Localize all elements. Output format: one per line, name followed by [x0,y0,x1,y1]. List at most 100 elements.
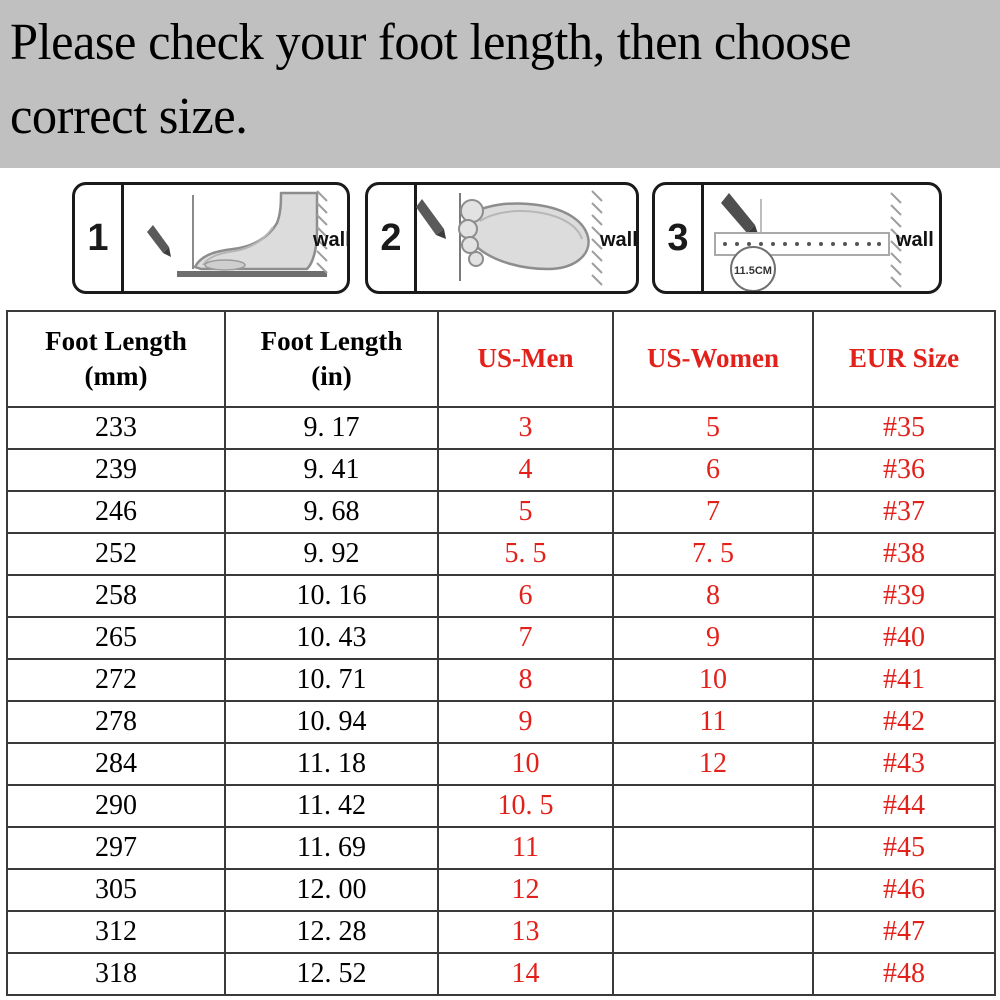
table-cell-us_women: 11 [612,700,814,744]
table-cell-us_women [612,868,814,912]
column-header-foot-length-in: Foot Length (in) [224,310,439,408]
table-cell-eur: #35 [812,406,996,450]
table-cell-eur: #37 [812,490,996,534]
column-header-line1: Foot Length [45,325,187,356]
table-cell-us_men: 6 [437,574,614,618]
table-cell-in: 9. 68 [224,490,439,534]
table-cell-eur: #41 [812,658,996,702]
svg-text:11.5CM: 11.5CM [734,265,772,277]
table-cell-us_men: 10 [437,742,614,786]
table-cell-in: 10. 43 [224,616,439,660]
column-header-foot-length-mm: Foot Length (mm) [6,310,226,408]
table-row: 252 9. 92 5. 5 7. 5 #38 [6,532,996,576]
panel-3-number-cell: 3 [655,185,704,291]
table-row: 305 12. 00 12 #46 [6,868,996,912]
table-cell-mm: 265 [6,616,226,660]
table-cell-us_women: 8 [612,574,814,618]
table-cell-in: 9. 41 [224,448,439,492]
size-chart-table: Foot Length (mm) Foot Length (in) US-Men… [6,310,996,996]
table-row: 265 10. 43 7 9 #40 [6,616,996,660]
table-cell-eur: #45 [812,826,996,870]
table-cell-in: 11. 42 [224,784,439,828]
table-row: 318 12. 52 14 #48 [6,952,996,996]
panel-1-number-cell: 1 [75,185,124,291]
table-header-row: Foot Length (mm) Foot Length (in) US-Men… [6,310,996,408]
panel-3-wall-label: wall [896,229,934,251]
table-cell-in: 11. 69 [224,826,439,870]
table-cell-in: 12. 28 [224,910,439,954]
table-cell-us_men: 3 [437,406,614,450]
instruction-panel-2: 2 [365,182,639,294]
foot-side-view-icon [121,185,347,291]
table-cell-us_men: 11 [437,826,614,870]
instruction-panel-3: 3 [652,182,942,294]
table-row: 272 10. 71 8 10 #41 [6,658,996,702]
instruction-panel-1: 1 [72,182,350,294]
table-row: 258 10. 16 6 8 #39 [6,574,996,618]
table-row: 312 12. 28 13 #47 [6,910,996,954]
table-cell-mm: 312 [6,910,226,954]
table-cell-us_women [612,952,814,996]
table-cell-mm: 252 [6,532,226,576]
table-cell-mm: 290 [6,784,226,828]
table-cell-us_men: 5 [437,490,614,534]
table-cell-us_men: 4 [437,448,614,492]
table-cell-us_women: 10 [612,658,814,702]
panel-1-wall-label: wall [313,229,350,251]
table-row: 297 11. 69 11 #45 [6,826,996,870]
table-cell-mm: 284 [6,742,226,786]
table-cell-eur: #39 [812,574,996,618]
ruler-icon: 11.5CM [701,185,939,291]
table-cell-eur: #47 [812,910,996,954]
table-cell-us_women [612,784,814,828]
panel-1-number: 1 [87,217,109,259]
table-cell-eur: #42 [812,700,996,744]
table-cell-us_men: 9 [437,700,614,744]
column-header-line2: (mm) [84,361,148,391]
table-cell-us_men: 10. 5 [437,784,614,828]
table-cell-in: 11. 18 [224,742,439,786]
table-cell-mm: 305 [6,868,226,912]
table-cell-in: 10. 71 [224,658,439,702]
size-chart-table-body: 233 9. 17 3 5 #35 239 9. 41 4 6 #36 246 9. 68 5 7 #37 2… [6,406,996,996]
panel-2-wall-label: wall [600,229,638,251]
table-cell-us_women: 9 [612,616,814,660]
table-cell-mm: 272 [6,658,226,702]
table-cell-mm: 239 [6,448,226,492]
table-cell-eur: #36 [812,448,996,492]
column-header-eur-size: EUR Size [812,310,996,408]
table-cell-us_women: 5 [612,406,814,450]
table-cell-us_men: 12 [437,868,614,912]
table-row: 278 10. 94 9 11 #42 [6,700,996,744]
table-cell-in: 10. 16 [224,574,439,618]
size-chart-table-wrapper: Foot Length (mm) Foot Length (in) US-Men… [6,310,996,996]
table-cell-in: 9. 92 [224,532,439,576]
table-cell-mm: 318 [6,952,226,996]
table-row: 233 9. 17 3 5 #35 [6,406,996,450]
table-cell-in: 12. 52 [224,952,439,996]
table-cell-us_women: 7. 5 [612,532,814,576]
column-header-us-women: US-Women [612,310,814,408]
table-cell-mm: 297 [6,826,226,870]
header-banner: Please check your foot length, then choo… [0,0,1000,168]
table-cell-us_men: 5. 5 [437,532,614,576]
table-row: 239 9. 41 4 6 #36 [6,448,996,492]
table-cell-mm: 258 [6,574,226,618]
table-cell-eur: #48 [812,952,996,996]
table-row: 290 11. 42 10. 5 #44 [6,784,996,828]
table-cell-eur: #44 [812,784,996,828]
instruction-panels: 1 [0,182,1000,300]
table-cell-us_women: 12 [612,742,814,786]
table-row: 246 9. 68 5 7 #37 [6,490,996,534]
panel-3-number: 3 [667,217,689,259]
foot-sole-top-view-icon [414,185,636,291]
table-cell-us_men: 13 [437,910,614,954]
table-cell-in: 12. 00 [224,868,439,912]
column-header-us-men: US-Men [437,310,614,408]
table-cell-us_women [612,910,814,954]
table-cell-eur: #46 [812,868,996,912]
table-cell-mm: 246 [6,490,226,534]
table-cell-us_men: 14 [437,952,614,996]
page-title: Please check your foot length, then choo… [10,14,864,145]
table-cell-us_men: 8 [437,658,614,702]
